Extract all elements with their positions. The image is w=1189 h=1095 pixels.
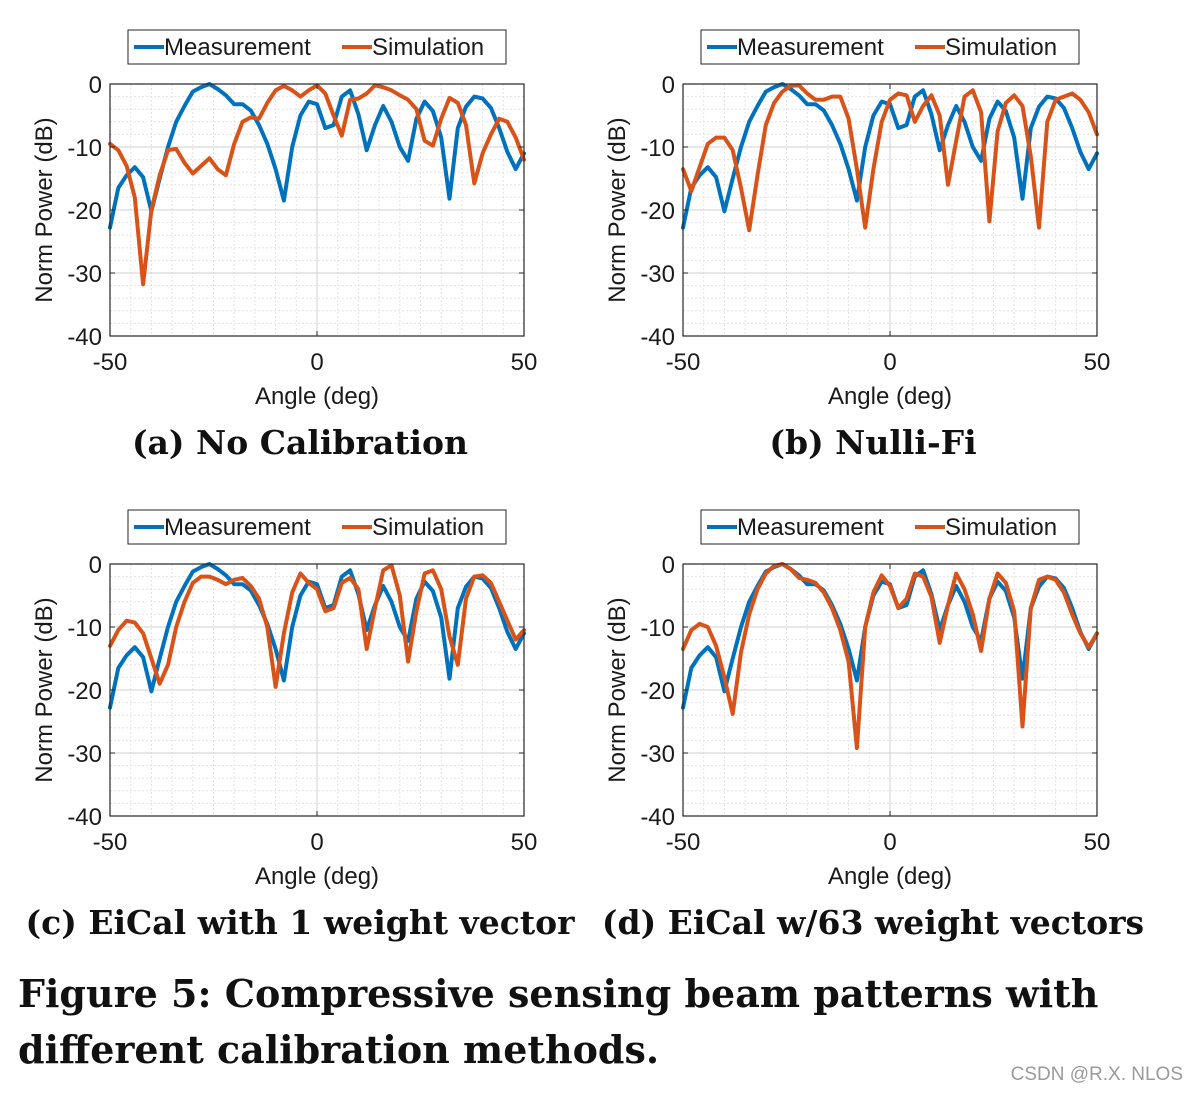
legend-label-measurement: Measurement [164,34,311,61]
subcaption: (a) No Calibration [132,423,468,462]
x-tick-label: -50 [93,349,128,376]
y-tick-label: 0 [89,552,102,579]
legend: Measurement Simulation [127,29,507,65]
legend: Measurement Simulation [700,509,1080,545]
y-tick-label: 0 [662,552,675,579]
chart-panel-3: -50 0 50 0 -10 -20 -30 -40 Angle (deg) Norm Power… [26,509,576,942]
x-axis-label: Angle (deg) [828,863,952,890]
y-tick-label: -20 [640,198,675,225]
x-tick-label: 0 [310,349,323,376]
subcaption: (c) EiCal with 1 weight vector [26,903,576,942]
y-tick-label: -30 [640,741,675,768]
chart-panel-4: -50 0 50 0 -10 -20 -30 -40 Angle (deg) Norm Power… [602,509,1144,942]
figure-caption: Figure 5: Compressive sensing beam patte… [18,971,1099,1072]
x-axis-label: Angle (deg) [828,383,952,410]
x-tick-label: 0 [883,349,896,376]
x-tick-label: -50 [666,349,701,376]
legend-label-measurement: Measurement [737,34,884,61]
chart-panel-2: -50 0 50 0 -10 -20 -30 -40 Angle (deg) Norm Power… [604,29,1111,462]
y-tick-label: -10 [640,135,675,162]
x-tick-label: 0 [310,829,323,856]
y-axis-label: Norm Power (dB) [31,597,58,782]
y-axis-label: Norm Power (dB) [31,117,58,302]
legend-label-simulation: Simulation [372,34,484,61]
legend-box [127,509,507,545]
x-axis-label: Angle (deg) [255,863,379,890]
y-tick-label: -40 [640,324,675,351]
y-tick-label: 0 [662,72,675,99]
y-tick-label: -20 [640,678,675,705]
y-tick-label: -10 [67,135,102,162]
series-line-simulation [108,563,526,689]
y-tick-label: -10 [67,615,102,642]
y-tick-label: -40 [640,804,675,831]
legend: Measurement Simulation [700,29,1080,65]
series-line-simulation [681,83,1099,233]
legend-box [700,29,1080,65]
legend-label-simulation: Simulation [372,514,484,541]
y-tick-label: -10 [640,615,675,642]
series-line-measurement [108,562,526,710]
y-tick-label: -20 [67,678,102,705]
subcaption: (d) EiCal w/63 weight vectors [602,903,1144,942]
y-tick-label: -40 [67,804,102,831]
x-tick-label: 0 [883,829,896,856]
x-axis-label: Angle (deg) [255,383,379,410]
y-tick-label: -30 [640,261,675,288]
x-tick-label: 50 [1084,829,1111,856]
y-axis-label: Norm Power (dB) [604,597,631,782]
legend-label-simulation: Simulation [945,34,1057,61]
series-line-measurement [108,82,526,230]
y-tick-label: -30 [67,261,102,288]
chart-panel-1: -50 0 50 0 -10 -20 -30 -40 Angle (deg) Norm Power… [31,29,538,462]
subcaption: (b) Nulli-Fi [769,423,976,462]
legend-label-measurement: Measurement [164,514,311,541]
legend-box [127,29,507,65]
y-axis-label: Norm Power (dB) [604,117,631,302]
x-tick-label: 50 [511,829,538,856]
legend-label-simulation: Simulation [945,514,1057,541]
x-tick-label: -50 [93,829,128,856]
watermark: CSDN @R.X. NLOS [1010,1064,1183,1085]
legend-box [700,509,1080,545]
legend-label-measurement: Measurement [737,514,884,541]
y-tick-label: -20 [67,198,102,225]
y-tick-label: -30 [67,741,102,768]
x-tick-label: 50 [1084,349,1111,376]
y-tick-label: -40 [67,324,102,351]
y-tick-label: 0 [89,72,102,99]
x-tick-label: 50 [511,349,538,376]
series-line-simulation [681,562,1099,750]
x-tick-label: -50 [666,829,701,856]
legend: Measurement Simulation [127,509,507,545]
